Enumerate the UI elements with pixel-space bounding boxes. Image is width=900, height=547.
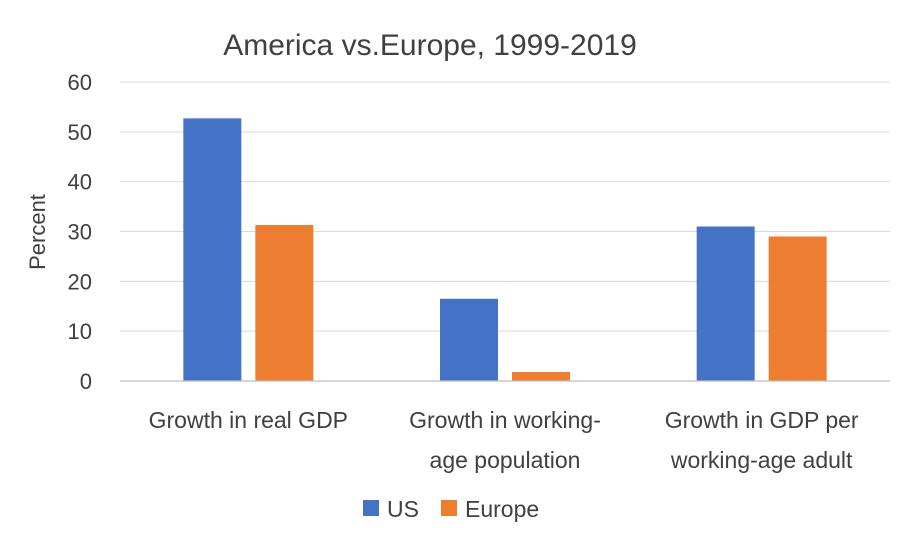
bar-europe-0 bbox=[255, 225, 314, 381]
bar-europe-2 bbox=[768, 236, 827, 381]
y-tick-label-40: 40 bbox=[68, 170, 92, 195]
category-labels: Growth in real GDP Growth in working-age … bbox=[149, 407, 859, 473]
y-tick-label-0: 0 bbox=[80, 369, 92, 394]
legend-swatch-europe bbox=[441, 500, 457, 516]
bar-us-0 bbox=[183, 118, 242, 382]
category-label-1-line-1: age population bbox=[430, 447, 581, 473]
y-tick-label-50: 50 bbox=[68, 120, 92, 145]
y-tick-label-10: 10 bbox=[68, 319, 92, 344]
y-tick-label-30: 30 bbox=[68, 220, 92, 245]
category-label-0-line-0: Growth in real GDP bbox=[149, 407, 348, 433]
legend-label-europe: Europe bbox=[465, 496, 539, 522]
category-label-2-line-0: Growth in GDP per bbox=[665, 407, 859, 433]
bar-us-2 bbox=[696, 226, 755, 381]
bar-europe-1 bbox=[512, 372, 570, 381]
bar-us-1 bbox=[440, 298, 498, 381]
gridlines bbox=[120, 81, 890, 332]
category-label-2-line-1: working-age adult bbox=[670, 447, 853, 473]
y-tick-label-60: 60 bbox=[68, 70, 92, 95]
legend-label-us: US bbox=[387, 496, 419, 522]
y-tick-label-20: 20 bbox=[68, 269, 92, 294]
bars bbox=[183, 118, 827, 382]
y-axis-label: Percent bbox=[25, 194, 50, 270]
legend: US Europe bbox=[363, 496, 539, 522]
legend-swatch-us bbox=[363, 500, 379, 516]
y-tick-labels: 0 10 20 30 40 50 60 bbox=[68, 70, 92, 394]
category-label-1-line-0: Growth in working- bbox=[409, 407, 601, 433]
chart-title: America vs.Europe, 1999-2019 bbox=[223, 29, 637, 62]
